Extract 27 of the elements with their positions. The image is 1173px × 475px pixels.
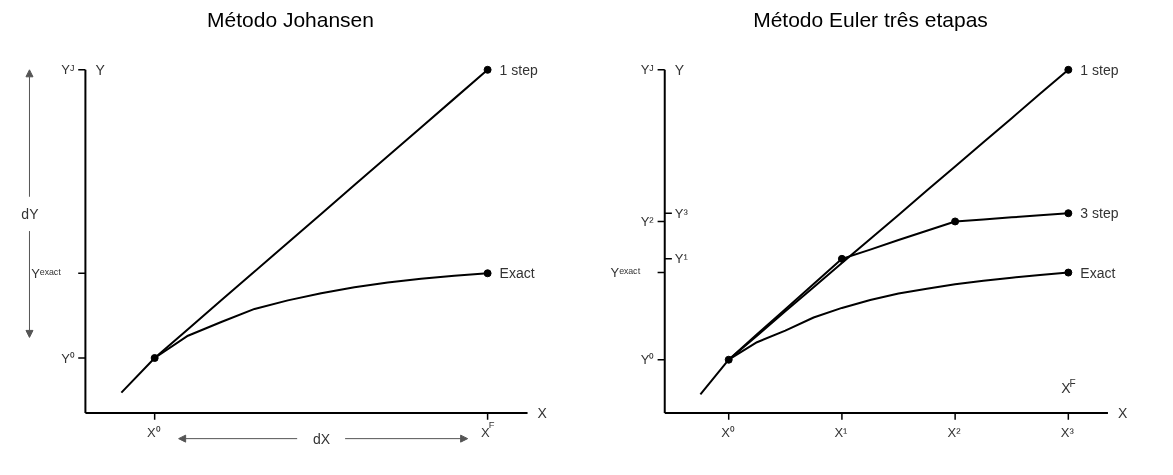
x-axis-title: X bbox=[537, 404, 548, 421]
chart-title: Método Euler três etapas bbox=[753, 7, 988, 31]
y-axis-title: Y bbox=[674, 61, 685, 78]
series-label: 1 step bbox=[1080, 61, 1119, 78]
text: Y⁰ bbox=[61, 350, 75, 366]
text: Yᴶ bbox=[61, 62, 75, 78]
text: Yᴶ bbox=[640, 62, 654, 78]
text: dY bbox=[21, 205, 40, 222]
text: Yᵉˣᵃᶜᵗ bbox=[610, 265, 641, 281]
y-axis-title: Y bbox=[95, 61, 106, 78]
x-tick-label: X⁰ bbox=[721, 424, 735, 440]
annotation: Y³ bbox=[674, 205, 689, 221]
series-label: 3 step bbox=[1080, 205, 1119, 222]
series-label: 1 step bbox=[499, 61, 538, 78]
series-label: Exact bbox=[499, 265, 535, 282]
text: Y² bbox=[640, 213, 655, 229]
x-tick-label: X¹ bbox=[834, 424, 849, 440]
x-tick-label: X⁰ bbox=[147, 424, 161, 440]
text: Yᵉˣᵃᶜᵗ bbox=[31, 265, 62, 281]
chart-title: Método Johansen bbox=[207, 7, 374, 31]
text: Y⁰ bbox=[640, 352, 655, 368]
text: dX bbox=[313, 430, 331, 447]
x-axis-title: X bbox=[1117, 404, 1128, 421]
series-label: Exact bbox=[1080, 264, 1116, 281]
x-tick-label: X² bbox=[947, 424, 962, 440]
annotation: Y¹ bbox=[674, 251, 689, 267]
x-tick-label: X³ bbox=[1060, 424, 1075, 440]
